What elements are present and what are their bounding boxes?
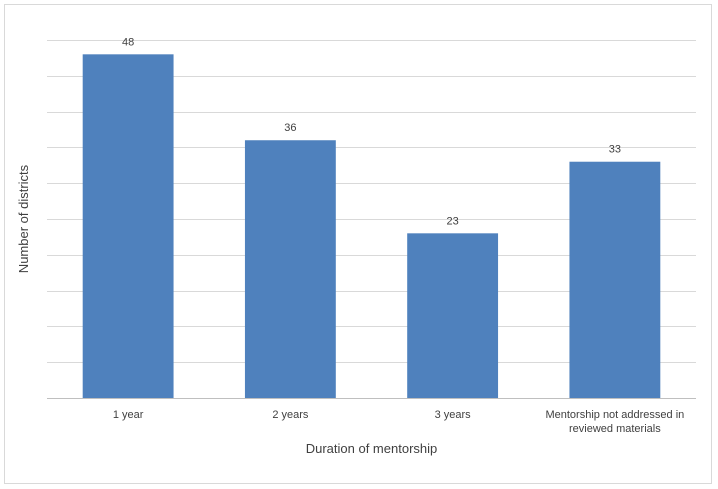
bar-2 <box>244 140 336 399</box>
category-label-line: Mentorship not addressed in <box>545 409 684 421</box>
data-labels: 48 36 23 33 <box>122 36 621 227</box>
data-label-2: 36 <box>284 122 296 134</box>
data-label-1: 48 <box>122 36 134 48</box>
category-label-line: reviewed materials <box>569 423 661 435</box>
bar-1 <box>82 54 174 398</box>
category-label-1: 1 year <box>113 409 144 421</box>
y-axis-title: Number of districts <box>16 164 31 273</box>
category-labels: 1 year 2 years 3 years Mentorship not addre… <box>113 409 684 435</box>
bar-4 <box>569 161 661 398</box>
category-label-line: 3 years <box>435 409 472 421</box>
category-label-2: 2 years <box>272 409 309 421</box>
category-label-line: 2 years <box>272 409 309 421</box>
x-axis-title: Duration of mentorship <box>306 441 438 456</box>
data-label-3: 23 <box>447 215 459 227</box>
data-label-4: 33 <box>609 144 621 156</box>
bars <box>82 54 661 399</box>
category-label-4: Mentorship not addressed in reviewed mate… <box>545 409 684 435</box>
category-label-line: 1 year <box>113 409 144 421</box>
category-label-3: 3 years <box>435 409 472 421</box>
bar-3 <box>407 233 499 398</box>
